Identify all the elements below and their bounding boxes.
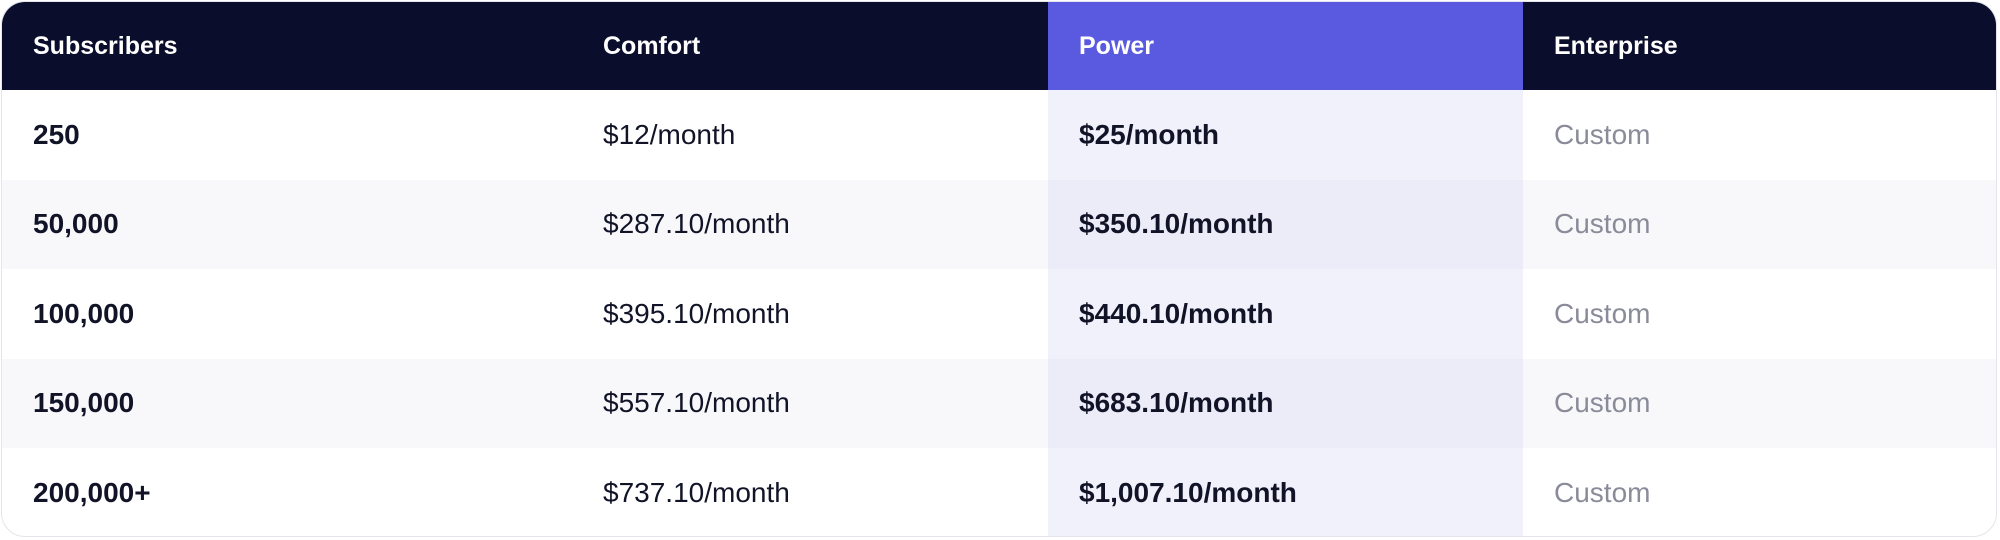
cell-power-price: $1,007.10/month <box>1048 448 1523 536</box>
cell-power-price: $350.10/month <box>1048 179 1523 269</box>
header-comfort: Comfort <box>572 2 1048 90</box>
table-header-row: Subscribers Comfort Power Enterprise <box>2 2 1996 90</box>
table-row: 100,000 $395.10/month $440.10/month Cust… <box>2 269 1996 359</box>
cell-comfort-price: $12/month <box>603 118 736 150</box>
table-row: 200,000+ $737.10/month $1,007.10/month C… <box>2 448 1996 536</box>
header-enterprise: Enterprise <box>1523 2 1996 90</box>
cell-subscribers: 250 <box>33 118 80 150</box>
cell-enterprise-price: Custom <box>1554 476 1651 508</box>
cell-power-price: $25/month <box>1048 90 1523 180</box>
cell-enterprise-price: Custom <box>1554 118 1651 150</box>
cell-subscribers: 100,000 <box>33 297 135 329</box>
table-row: 250 $12/month $25/month Custom <box>2 90 1996 180</box>
table-row: 150,000 $557.10/month $683.10/month Cust… <box>2 358 1996 448</box>
cell-comfort-price: $557.10/month <box>572 358 1048 448</box>
cell-enterprise-price: Custom <box>1523 358 1996 448</box>
cell-power-price: $440.10/month <box>1048 269 1523 359</box>
cell-power-price: $683.10/month <box>1048 358 1523 448</box>
table-row: 50,000 $287.10/month $350.10/month Custo… <box>2 179 1996 269</box>
header-power: Power <box>1048 2 1523 90</box>
cell-enterprise-price: Custom <box>1554 297 1651 329</box>
cell-subscribers: 150,000 <box>2 358 572 448</box>
cell-comfort-price: $395.10/month <box>603 297 790 329</box>
cell-enterprise-price: Custom <box>1523 179 1996 269</box>
cell-subscribers: 50,000 <box>2 179 572 269</box>
cell-comfort-price: $287.10/month <box>572 179 1048 269</box>
cell-comfort-price: $737.10/month <box>603 476 790 508</box>
cell-subscribers: 200,000+ <box>33 476 151 508</box>
header-subscribers: Subscribers <box>2 2 572 90</box>
